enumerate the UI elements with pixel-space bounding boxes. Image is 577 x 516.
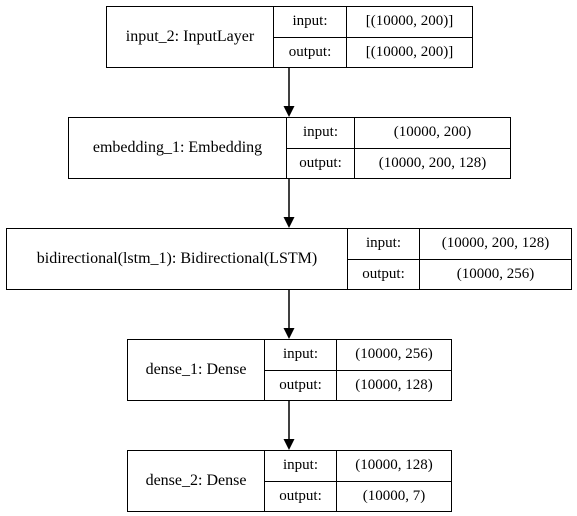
input-label: input:	[265, 451, 337, 481]
layer-name: bidirectional(lstm_1): Bidirectional(LST…	[7, 229, 348, 289]
input-label: input:	[265, 340, 337, 370]
output-label: output:	[274, 37, 347, 67]
output-shape: (10000, 256)	[456, 265, 535, 282]
input-shape: (10000, 200, 128)	[441, 235, 550, 252]
output-shape: (10000, 128)	[355, 376, 433, 393]
output-label: output:	[265, 370, 337, 400]
input-shape: [(10000, 200)]	[365, 13, 454, 30]
input-shape: (10000, 200)	[393, 124, 472, 141]
input-label: input:	[348, 229, 420, 259]
output-label: output:	[287, 148, 355, 178]
layer-name: dense_2: Dense	[128, 451, 265, 511]
arrow-bidirectional-to-dense-1	[283, 290, 295, 339]
layer-node-input-2: input_2: InputLayer input: [(10000, 200)…	[106, 6, 473, 68]
layer-node-embedding-1: embedding_1: Embedding input: (10000, 20…	[68, 117, 511, 179]
layer-name: input_2: InputLayer	[107, 7, 274, 67]
layer-node-dense-2: dense_2: Dense input: (10000, 128) outpu…	[127, 450, 452, 512]
arrow-input-to-embedding	[283, 68, 295, 117]
input-shape: (10000, 128)	[355, 457, 433, 474]
output-label: output:	[265, 481, 337, 511]
layer-node-dense-1: dense_1: Dense input: (10000, 256) outpu…	[127, 339, 452, 401]
layer-name: embedding_1: Embedding	[69, 118, 287, 178]
output-shape: (10000, 7)	[362, 487, 426, 504]
input-label: input:	[274, 7, 347, 37]
layer-name: dense_1: Dense	[128, 340, 265, 400]
output-shape: [(10000, 200)]	[365, 43, 454, 60]
output-shape: (10000, 200, 128)	[378, 154, 487, 171]
layer-node-bidirectional-lstm-1: bidirectional(lstm_1): Bidirectional(LST…	[6, 228, 572, 290]
arrow-embedding-to-bidirectional	[283, 179, 295, 228]
input-shape: (10000, 256)	[355, 346, 433, 363]
arrow-dense-1-to-dense-2	[283, 401, 295, 450]
output-label: output:	[348, 259, 420, 289]
input-label: input:	[287, 118, 355, 148]
